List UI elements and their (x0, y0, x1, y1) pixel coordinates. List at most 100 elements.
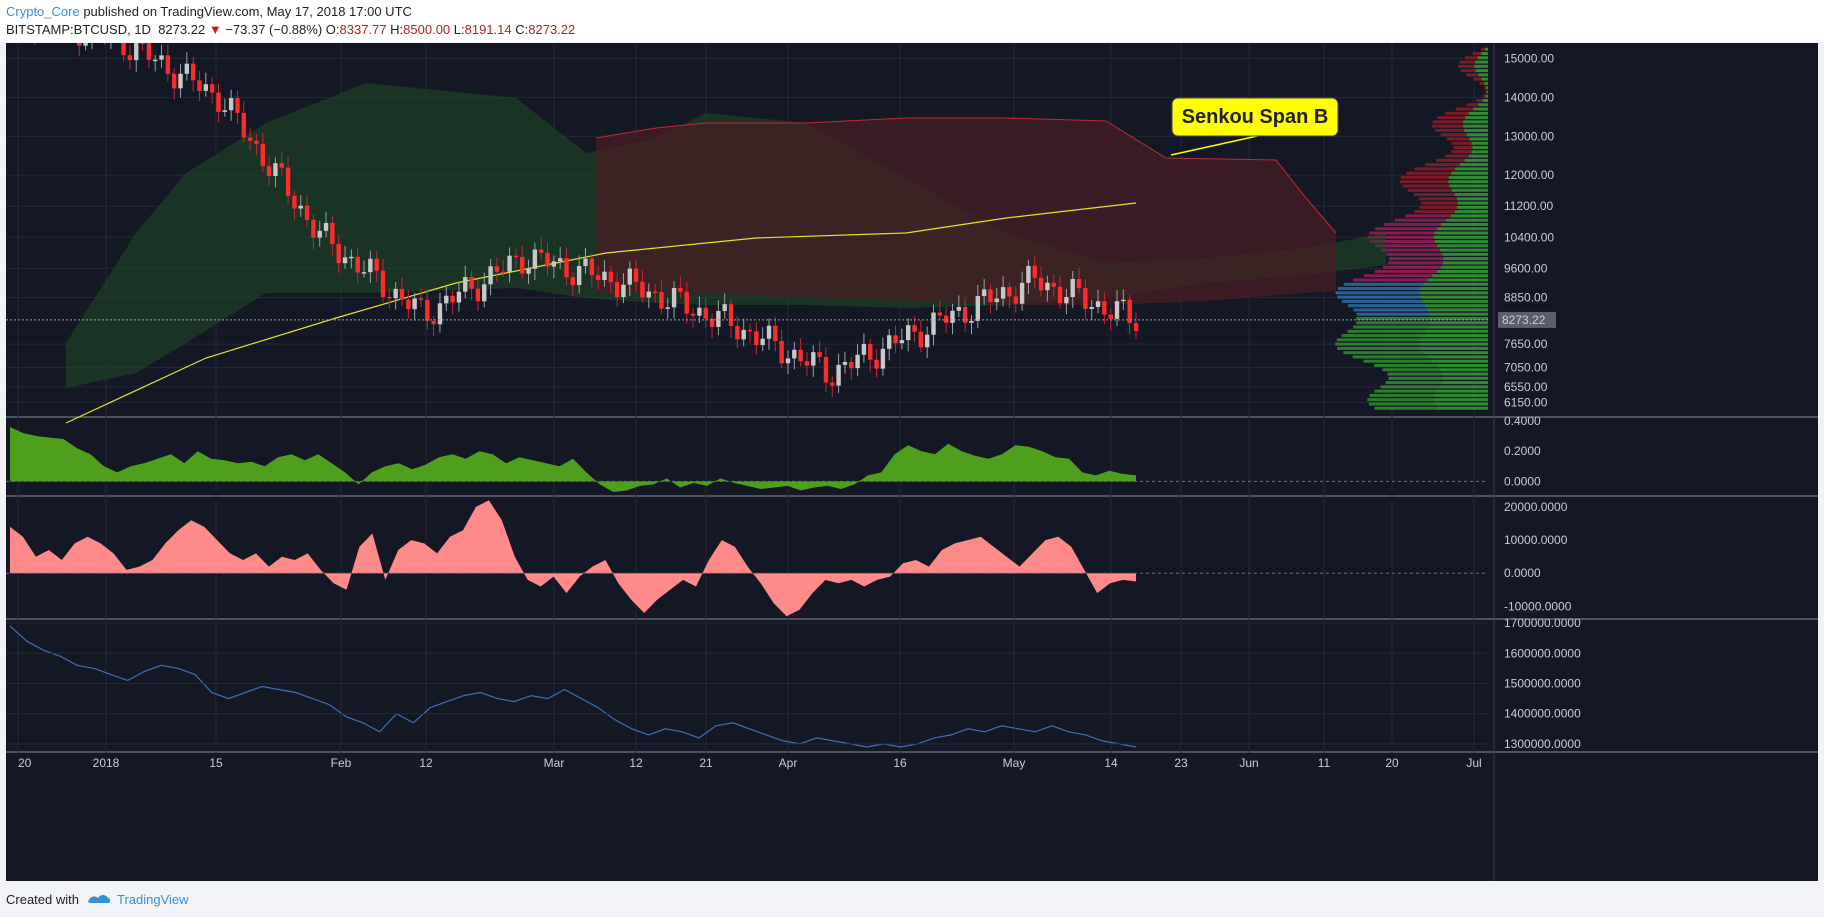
volume-profile-bar (1382, 265, 1441, 269)
candle-body (1019, 282, 1025, 304)
volume-profile-bar (1473, 77, 1482, 81)
volume-profile-bar (1425, 163, 1460, 167)
volume-profile-bar (1446, 137, 1470, 141)
volume-profile-bar (1441, 222, 1488, 226)
candle-body (855, 354, 860, 369)
x-tick-label: 14 (1104, 756, 1118, 770)
candle-body (937, 312, 943, 316)
candle-body (399, 288, 405, 300)
tradingview-brand-link[interactable]: TradingView (117, 892, 189, 907)
candle-body (735, 326, 740, 340)
volume-profile-bar (1424, 304, 1488, 308)
candle-body (697, 307, 702, 316)
candle-body (817, 352, 822, 358)
open-label: O: (325, 22, 340, 37)
volume-profile-bar (1436, 389, 1488, 393)
chart-area[interactable]: 20 2018 15 Feb 12 Mar 12 21 Apr 16 May 14 23 Jun 11 20 J… (6, 43, 1818, 881)
tradingview-logo-icon[interactable] (86, 891, 112, 910)
candle-body (551, 261, 557, 267)
candle-body (1026, 265, 1031, 283)
volume-profile-bar (1466, 103, 1479, 107)
candle-body (798, 349, 803, 362)
candle-body (545, 252, 550, 267)
volume-profile-bar (1473, 107, 1488, 111)
candle-body (994, 298, 999, 303)
candle-body (570, 277, 576, 286)
price-tick-label: 8850.00 (1504, 290, 1548, 304)
price-tick-label: 6550.00 (1504, 380, 1548, 394)
volume-profile-bar (1457, 205, 1488, 209)
candle-body (437, 303, 443, 325)
x-tick-label: 15 (209, 756, 223, 770)
candle-body (355, 256, 360, 273)
change-arrow-icon: ▼ (208, 22, 222, 37)
candle-body (589, 258, 595, 276)
volume-profile-bar (1439, 248, 1488, 252)
volume-profile-bar (1437, 116, 1466, 120)
oscillator-area-pink (10, 500, 1136, 617)
x-tick-label: Jun (1239, 756, 1258, 770)
volume-profile-bar (1435, 128, 1465, 132)
candle-body (1051, 282, 1056, 287)
candle-body (849, 362, 854, 369)
x-tick-label: 11 (1318, 756, 1331, 770)
volume-profile-bar (1476, 99, 1483, 103)
volume-profile-bar (1435, 158, 1465, 162)
volume-profile-bar (1420, 287, 1488, 291)
candle-body (393, 288, 398, 299)
high-label: H: (390, 22, 404, 37)
volume-profile-bar (1380, 385, 1440, 389)
candle-body (1095, 301, 1101, 307)
candle-body (804, 361, 810, 366)
volume-profile-bar (1432, 274, 1488, 278)
volume-profile-bar (1472, 51, 1482, 55)
candle-body (1121, 299, 1126, 302)
candle-body (1000, 287, 1006, 299)
volume-profile-bar (1413, 193, 1455, 197)
volume-profile-bar (1468, 154, 1488, 158)
volume-profile-bar (1427, 355, 1488, 359)
candle-body (304, 205, 310, 220)
candle-body (425, 299, 430, 321)
volume-profile-bar (1399, 180, 1449, 184)
candle-body (412, 298, 417, 310)
volume-profile-bar (1343, 351, 1423, 355)
volume-profile-bar (1414, 167, 1455, 171)
volume-profile-bar (1463, 120, 1488, 124)
volume-profile-bar (1407, 188, 1452, 192)
volume-profile-bar (1460, 69, 1476, 73)
candle-body (153, 59, 158, 62)
candle-body (779, 341, 784, 364)
x-tick-label: 21 (699, 756, 713, 770)
candle-body (1102, 301, 1107, 315)
volume-profile-bar (1437, 227, 1488, 231)
indicator-tick-label: 1700000.0000 (1504, 616, 1581, 630)
candle-body (918, 331, 924, 348)
volume-profile-bar (1471, 150, 1488, 154)
candle-body (254, 140, 259, 144)
candle-body (1108, 314, 1113, 319)
candle-body (1038, 277, 1044, 291)
candle-body (184, 63, 190, 74)
volume-profile-bar (1448, 175, 1488, 179)
candle-body (1064, 297, 1069, 304)
indicator-tick-label: 1500000.0000 (1504, 676, 1581, 690)
volume-profile-bar (1486, 86, 1488, 90)
candle-body (134, 43, 139, 61)
volume-profile-bar (1419, 205, 1458, 209)
symbol-label[interactable]: BITSTAMP:BTCUSD, 1D (6, 22, 151, 37)
candle-body (127, 55, 133, 61)
price-tick-label: 14000.00 (1504, 90, 1554, 104)
x-tick-label: Feb (331, 756, 352, 770)
volume-profile-bar (1394, 218, 1446, 222)
volume-profile-bar (1451, 141, 1472, 145)
candle-body (836, 364, 841, 386)
candle-body (956, 306, 962, 311)
author-link[interactable]: Crypto_Core (6, 4, 80, 19)
volume-profile-bar (1353, 308, 1428, 312)
candle-body (868, 344, 873, 360)
volume-profile-bar (1433, 398, 1488, 402)
candle-body (456, 291, 462, 303)
volume-profile-bar (1427, 325, 1488, 329)
chart-canvas[interactable]: 20 2018 15 Feb 12 Mar 12 21 Apr 16 May 14 23 Jun 11 20 J… (6, 43, 1818, 881)
